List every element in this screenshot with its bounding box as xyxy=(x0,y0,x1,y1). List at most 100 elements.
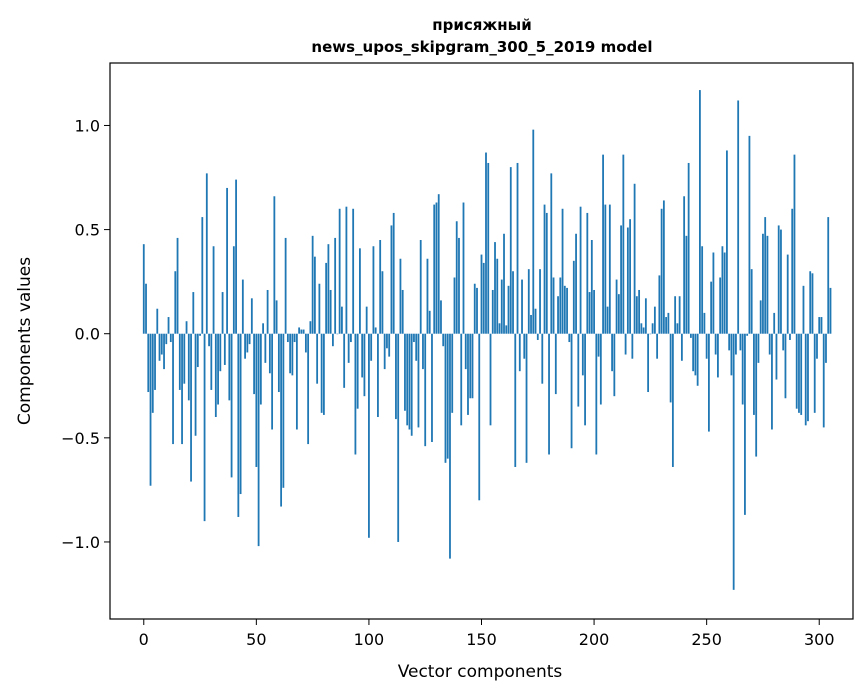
y-axis-label: Components values xyxy=(15,257,35,425)
bar xyxy=(543,204,546,334)
bar xyxy=(433,204,436,334)
bar xyxy=(415,333,418,361)
bar xyxy=(183,333,186,384)
bar xyxy=(730,333,733,376)
bar xyxy=(489,333,492,426)
y-tick-label: 0.0 xyxy=(75,325,100,344)
bar xyxy=(624,333,627,355)
x-tick-label: 250 xyxy=(691,630,722,649)
bar xyxy=(791,208,794,334)
bar xyxy=(426,258,429,334)
bar xyxy=(280,333,283,507)
bar xyxy=(471,333,474,399)
bar xyxy=(608,204,611,334)
bar xyxy=(656,333,659,359)
bar xyxy=(235,179,237,334)
bar xyxy=(318,283,321,334)
bar xyxy=(505,325,508,334)
bar xyxy=(590,240,593,334)
bar xyxy=(527,269,530,334)
bar xyxy=(408,333,411,430)
bar xyxy=(424,333,427,447)
bar xyxy=(464,333,467,370)
bar xyxy=(304,333,307,353)
bar xyxy=(651,323,654,334)
bar xyxy=(694,333,697,376)
bar xyxy=(687,162,690,334)
bar xyxy=(640,323,643,334)
bar xyxy=(757,333,760,363)
bar xyxy=(809,271,812,334)
bar xyxy=(726,150,728,334)
bar xyxy=(586,212,589,334)
bar xyxy=(662,200,665,334)
x-tick-label: 300 xyxy=(804,630,835,649)
bar xyxy=(221,292,224,334)
bar xyxy=(649,333,652,335)
bar xyxy=(455,221,458,334)
bar xyxy=(386,333,388,349)
bar xyxy=(739,333,742,351)
bar xyxy=(431,333,433,442)
bar xyxy=(825,333,827,363)
bar xyxy=(521,279,523,334)
bar xyxy=(307,333,310,445)
bar xyxy=(782,333,785,351)
bar xyxy=(469,333,472,399)
bar xyxy=(248,333,251,345)
bar xyxy=(268,333,271,374)
bar xyxy=(606,306,609,334)
bar xyxy=(392,212,395,334)
bar xyxy=(635,296,638,334)
bar xyxy=(390,225,393,334)
bar xyxy=(566,287,568,334)
bar xyxy=(561,208,564,334)
bar xyxy=(446,333,449,459)
bar xyxy=(759,300,762,334)
bar xyxy=(563,285,566,334)
bar xyxy=(798,333,800,413)
bar xyxy=(728,333,731,351)
bar xyxy=(719,277,722,334)
bar xyxy=(498,323,501,334)
y-tick-label: 0.5 xyxy=(75,221,100,240)
bar xyxy=(368,333,370,538)
bar xyxy=(705,333,708,359)
bar xyxy=(683,196,686,334)
bar xyxy=(359,248,361,334)
chart-title-line-1: присяжный xyxy=(432,16,532,34)
bar xyxy=(548,333,550,455)
bar xyxy=(771,333,773,430)
bar xyxy=(147,333,150,393)
bar xyxy=(701,246,704,334)
bar xyxy=(185,321,188,334)
bar xyxy=(554,333,557,395)
bar xyxy=(766,235,769,334)
bar xyxy=(557,296,559,334)
bar xyxy=(246,333,249,353)
bar xyxy=(570,333,573,449)
bar xyxy=(622,154,625,334)
bar xyxy=(460,333,463,426)
x-tick-label: 0 xyxy=(139,630,149,649)
bar xyxy=(199,333,201,336)
bar xyxy=(584,333,586,426)
bar xyxy=(458,237,460,334)
bar xyxy=(777,225,780,334)
x-tick-label: 50 xyxy=(246,630,266,649)
bar xyxy=(264,333,267,363)
bar xyxy=(320,333,323,413)
bar xyxy=(397,333,400,542)
bar xyxy=(714,333,717,355)
bar xyxy=(581,333,584,376)
bar xyxy=(442,333,445,347)
bar xyxy=(631,333,634,359)
bar xyxy=(545,212,548,334)
bar xyxy=(620,225,622,334)
x-tick-label: 200 xyxy=(579,630,610,649)
bar xyxy=(509,167,512,334)
bar xyxy=(737,100,740,334)
bar xyxy=(696,333,699,386)
bar xyxy=(723,252,726,334)
